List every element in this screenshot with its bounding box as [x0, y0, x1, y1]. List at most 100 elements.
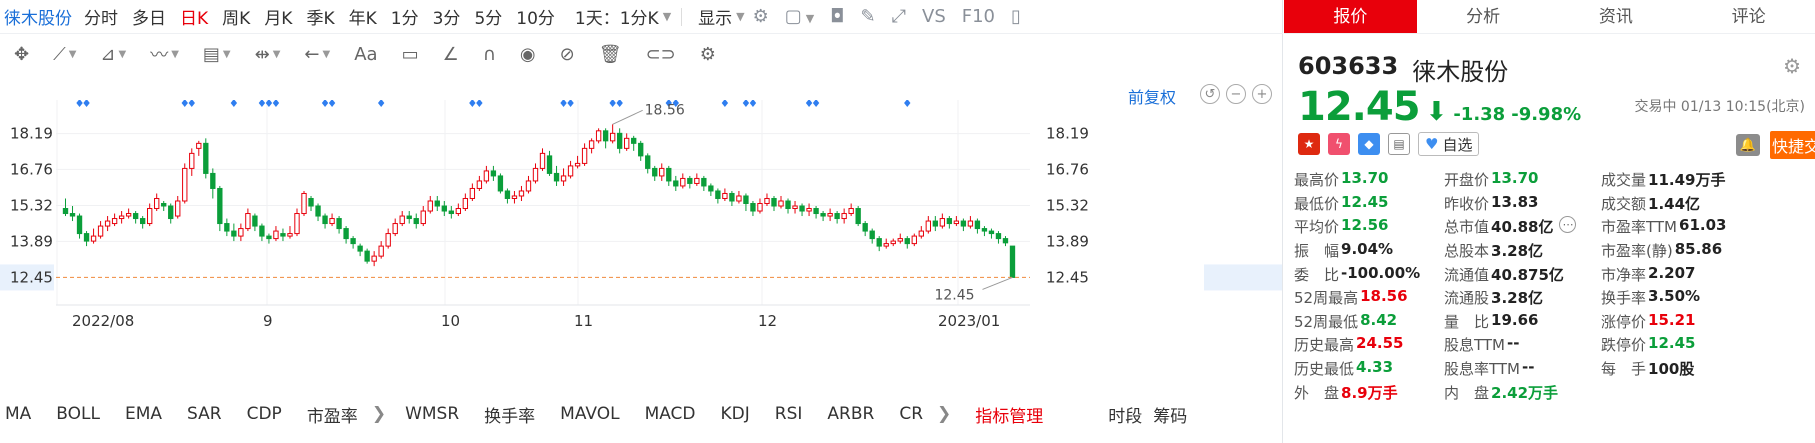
candle-body[interactable] [371, 255, 377, 262]
tab-5min[interactable]: 5分 [474, 9, 503, 29]
tag-icon[interactable]: ◆ [1358, 133, 1380, 155]
candle-body[interactable] [189, 152, 195, 169]
candle-body[interactable] [883, 243, 889, 247]
range-tool-icon[interactable]: ⇹ ▼ [254, 43, 281, 65]
hide-icon[interactable]: ⊘ [559, 43, 575, 65]
chip-distribution-button[interactable]: 筹码 [1153, 406, 1188, 427]
candle-body[interactable] [154, 197, 160, 210]
tab-comments[interactable]: 评论 [1731, 7, 1766, 27]
vs-compare-button[interactable]: VS [922, 6, 946, 27]
event-marker[interactable] [812, 100, 820, 107]
candle-body[interactable] [434, 200, 440, 207]
candle-body[interactable] [687, 177, 693, 184]
candle-body[interactable] [132, 213, 139, 220]
candle-body[interactable] [97, 225, 104, 237]
candle-body[interactable] [90, 235, 97, 242]
adjust-mode-button[interactable]: 前复权 [1128, 88, 1177, 107]
candle-body[interactable] [715, 190, 721, 199]
candle-body[interactable] [792, 205, 798, 210]
channel-tool-icon[interactable]: ⊿ ▼ [100, 43, 127, 65]
candle-body[interactable] [939, 218, 946, 227]
candle-body[interactable] [652, 167, 658, 177]
eye-icon[interactable]: ◉ [519, 43, 536, 65]
candle-body[interactable] [960, 220, 967, 227]
candle-body[interactable] [581, 147, 588, 164]
candle-body[interactable] [932, 220, 939, 227]
candle-body[interactable] [420, 210, 426, 225]
candle-body[interactable] [567, 165, 574, 177]
event-marker[interactable] [188, 100, 195, 107]
link-icon[interactable]: ⊂⊃ [645, 43, 676, 65]
candle-body[interactable] [322, 215, 328, 225]
candle-body[interactable] [182, 167, 188, 202]
fullscreen-icon[interactable]: ⤢ [891, 6, 906, 27]
tab-weekly-k[interactable]: 周K [222, 9, 251, 29]
candle-body[interactable] [560, 175, 567, 182]
candle-body[interactable] [266, 235, 272, 240]
candle-body[interactable] [357, 245, 363, 252]
candle-body[interactable] [701, 177, 707, 187]
candle-body[interactable] [455, 208, 462, 215]
candle-body[interactable] [273, 230, 279, 240]
event-marker[interactable] [616, 100, 623, 107]
candle-body[interactable] [280, 233, 286, 237]
candle-body[interactable] [729, 192, 735, 202]
candle-body[interactable] [125, 213, 132, 217]
candle-body[interactable] [104, 220, 111, 227]
candle-body[interactable] [196, 142, 202, 149]
candle-body[interactable] [217, 187, 223, 225]
event-marker[interactable] [805, 100, 813, 107]
candle-body[interactable] [820, 213, 826, 217]
candle-body[interactable] [476, 180, 483, 189]
more-icon[interactable]: ⋯ [1559, 216, 1577, 234]
magnet-icon[interactable]: ∩ [482, 43, 496, 65]
candle-body[interactable] [694, 177, 700, 184]
candle-body[interactable] [659, 167, 665, 177]
candle-body[interactable] [848, 208, 854, 215]
stock-name-link[interactable]: 徕木股份 [4, 9, 72, 29]
candle-body[interactable] [862, 223, 868, 232]
candle-body[interactable] [427, 200, 433, 212]
indicator-cdp[interactable]: CDP [246, 404, 282, 424]
candle-body[interactable] [813, 208, 819, 215]
indicator-cr[interactable]: CR [899, 404, 924, 424]
candle-body[interactable] [673, 180, 679, 187]
event-marker[interactable] [328, 100, 336, 107]
candle-body[interactable] [1009, 245, 1016, 278]
candle-body[interactable] [953, 220, 960, 225]
candle-body[interactable] [483, 170, 490, 182]
bell-icon[interactable]: 🔔 [1736, 134, 1760, 156]
tab-3min[interactable]: 3分 [432, 9, 461, 29]
candle-body[interactable] [161, 203, 167, 207]
fib-tool-icon[interactable]: ▤ ▼ [202, 43, 231, 65]
tab-quarterly-k[interactable]: 季K [306, 9, 335, 29]
candle-body[interactable] [441, 205, 447, 212]
candle-body[interactable] [364, 250, 370, 262]
candle-body[interactable] [203, 142, 209, 174]
candle-body[interactable] [574, 162, 581, 167]
indicator-ema[interactable]: EMA [124, 404, 163, 424]
candle-body[interactable] [469, 187, 476, 199]
candle-body[interactable] [294, 213, 300, 235]
candle-body[interactable] [252, 215, 258, 227]
candle-body[interactable] [490, 170, 497, 177]
candle-body[interactable] [147, 208, 153, 225]
event-marker[interactable] [181, 100, 188, 107]
candle-body[interactable] [504, 190, 511, 199]
candle-body[interactable] [778, 200, 784, 207]
candle-body[interactable] [231, 230, 237, 237]
candle-body[interactable] [462, 197, 469, 210]
tab-yearly-k[interactable]: 年K [348, 9, 377, 29]
kline-chart[interactable]: 18.19 18.19 16.76 16.76 15.32 15.32 13.89 13.89… [0, 100, 1283, 338]
indicator-wmsr[interactable]: WMSR [405, 404, 460, 424]
event-marker[interactable] [609, 100, 616, 107]
candle-body[interactable] [631, 137, 637, 144]
f10-button[interactable]: F10 [961, 6, 996, 27]
move-cross-icon[interactable]: ✥ [14, 43, 30, 65]
add-favorite-button[interactable]: ♥ 自选 [1418, 132, 1480, 156]
candle-body[interactable] [69, 213, 76, 217]
indicator-turnover[interactable]: 换手率 [484, 406, 536, 427]
candle-body[interactable] [378, 245, 384, 257]
candle-body[interactable] [287, 233, 293, 237]
candle-body[interactable] [168, 205, 174, 220]
